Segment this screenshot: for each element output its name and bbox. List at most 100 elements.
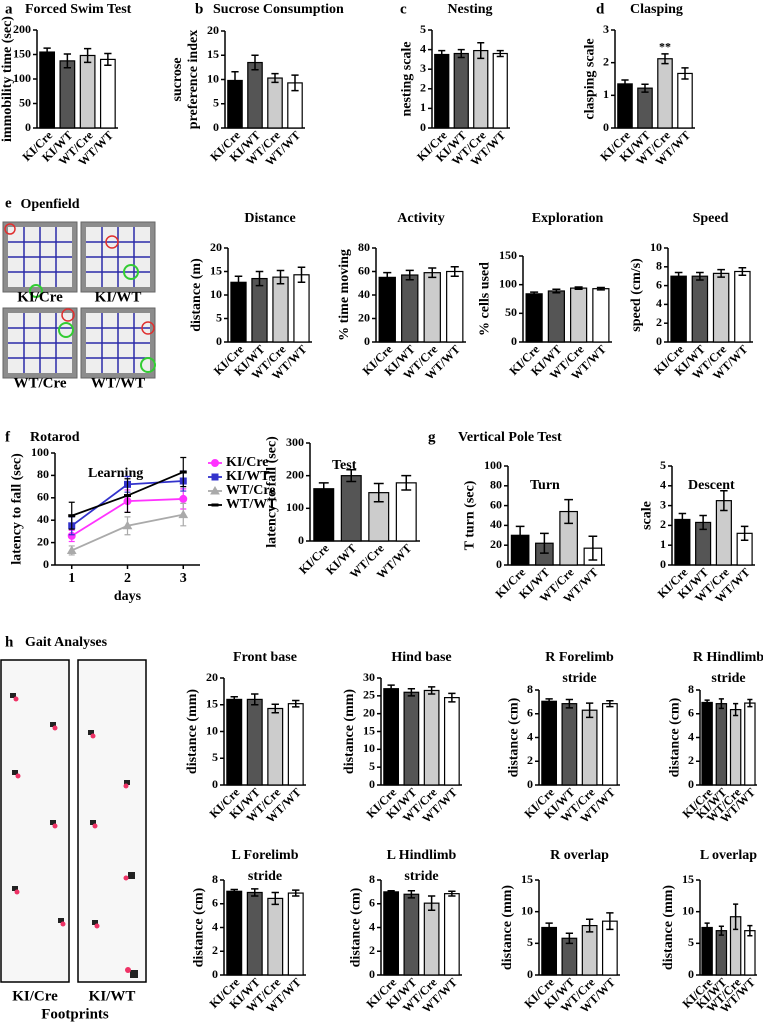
- marker: [211, 473, 219, 481]
- error-bar: [438, 49, 446, 60]
- error-bar: [574, 286, 583, 291]
- y-tick-label: 2: [212, 943, 218, 957]
- error-bar: [585, 918, 594, 933]
- marker: [178, 509, 189, 519]
- y-tick-label: 50: [19, 95, 31, 109]
- chart-title: L overlap: [700, 848, 757, 863]
- bar: [715, 930, 728, 976]
- y-tick-label: 5: [660, 458, 666, 472]
- bar: [525, 293, 543, 343]
- bar: [601, 703, 618, 786]
- error-bar: [297, 266, 306, 284]
- y-tick-label: 6: [369, 896, 375, 910]
- y-tick-label: 5: [688, 935, 694, 949]
- error-bar: [681, 67, 689, 80]
- legend-label: WT/Cre: [226, 483, 276, 498]
- y-tick-label: 0: [527, 967, 533, 981]
- error-bar: [588, 535, 598, 561]
- y-tick-label: 2: [369, 943, 375, 957]
- bar: [473, 49, 489, 129]
- chart-title: Turn: [530, 478, 560, 493]
- y-tick-label: 4: [369, 919, 375, 933]
- error-bar: [448, 890, 456, 897]
- chart-title: stride: [711, 671, 745, 686]
- y-tick-label: 80: [37, 467, 49, 481]
- panel-letter: b: [195, 1, 203, 17]
- bar: [581, 924, 598, 976]
- error-bar: [373, 482, 384, 503]
- x-axis-label: days: [114, 589, 142, 604]
- chart-title: Sucrose Consumption: [213, 2, 344, 17]
- bar: [561, 703, 578, 786]
- bar: [340, 475, 362, 542]
- y-axis-label: % cells used: [478, 262, 493, 336]
- error-bar: [387, 889, 395, 894]
- bar: [446, 270, 464, 343]
- y-tick-label: 20: [37, 534, 49, 548]
- error-bar: [496, 49, 504, 58]
- error-bar: [448, 692, 456, 703]
- marker: [211, 459, 219, 467]
- marker: [122, 520, 133, 530]
- chart-title: stride: [562, 671, 596, 686]
- error-bar: [83, 47, 92, 64]
- y-tick-label: 6: [527, 706, 533, 720]
- genotype-label: KI/Cre: [12, 988, 58, 1004]
- error-bar: [407, 889, 416, 899]
- error-bar: [63, 53, 72, 69]
- y-tick-label: 100: [286, 500, 304, 514]
- y-tick-label: 2: [660, 517, 666, 531]
- error-bar: [641, 83, 649, 93]
- error-bar: [717, 268, 725, 278]
- y-tick-label: 4: [212, 919, 218, 933]
- y-tick-label: 0: [25, 120, 31, 134]
- error-bar: [565, 932, 574, 945]
- bar: [744, 930, 756, 976]
- bar: [287, 703, 304, 786]
- chart-title: stride: [248, 869, 282, 884]
- bar: [453, 52, 469, 129]
- panel-letter: c: [400, 1, 407, 17]
- error-bar: [696, 271, 704, 281]
- bar: [541, 700, 558, 786]
- bar: [226, 890, 243, 976]
- y-tick-label: 10: [650, 240, 662, 254]
- y-tick-label: 8: [656, 259, 662, 273]
- error-bar: [545, 698, 553, 705]
- image-caption: Footprints: [41, 1006, 109, 1022]
- chart: b Sucrose Consumption 0 5 10 15 20 sucrose prefe…: [170, 1, 344, 168]
- y-axis-label: speed (cm/s): [629, 258, 644, 332]
- chart: a Forced Swim Test 0 50 100 150 200immobility …: [0, 1, 131, 168]
- bar: [403, 893, 420, 976]
- genotype-label: WT/Cre: [13, 375, 66, 391]
- error-bar: [674, 271, 683, 281]
- y-tick-label: 0: [216, 334, 222, 348]
- panel-letter: g: [428, 429, 436, 445]
- bar: [267, 897, 284, 976]
- chart: Learning 0 20 40 60 80 100 latency to fall (sec…: [10, 445, 278, 604]
- y-tick-label: 150: [499, 248, 517, 262]
- y-tick-label: 8: [369, 872, 375, 886]
- bar: [592, 288, 610, 343]
- error-bar: [428, 267, 437, 279]
- y-tick-label: 3: [420, 61, 426, 75]
- y-axis-label: distance (cm): [507, 697, 522, 777]
- error-bar: [661, 53, 669, 65]
- chart-title: Exploration: [532, 211, 604, 226]
- y-tick-label: 0: [511, 334, 517, 348]
- genotype-label: KI/Cre: [17, 289, 63, 305]
- y-tick-label: 5: [212, 750, 218, 764]
- y-tick-label: 10: [363, 741, 375, 755]
- y-tick-label: 4: [420, 41, 426, 55]
- y-tick-label: 20: [490, 537, 502, 551]
- error-bar: [718, 698, 724, 710]
- bar: [701, 926, 713, 976]
- bar: [287, 892, 304, 976]
- error-bar: [346, 469, 357, 483]
